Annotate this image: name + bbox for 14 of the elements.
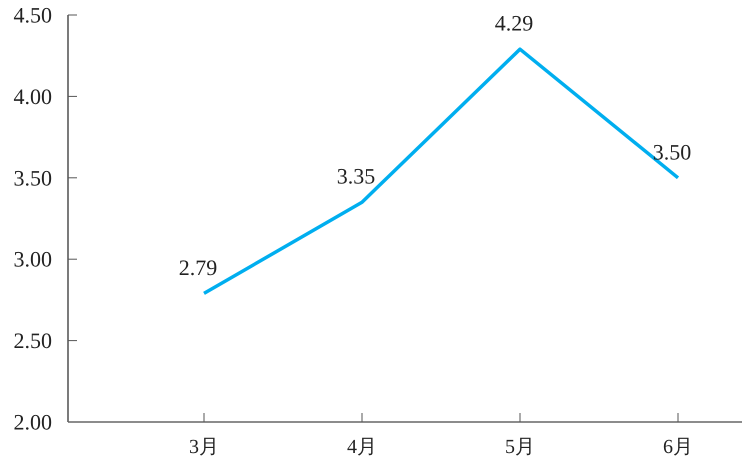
x-tick-label: 5月 (505, 436, 535, 458)
x-tick-label: 3月 (189, 436, 219, 458)
data-label: 4.29 (494, 10, 534, 36)
x-tick-label: 4月 (347, 436, 377, 458)
data-label: 3.35 (336, 164, 376, 189)
y-tick-label: 2.00 (14, 410, 52, 434)
y-tick-label: 2.50 (14, 328, 52, 354)
data-label: 3.50 (652, 139, 692, 164)
data-label: 2.79 (178, 254, 218, 280)
y-tick-label: 4.00 (14, 84, 52, 109)
x-tick-label: 6月 (663, 436, 693, 458)
y-tick-label: 3.50 (14, 165, 52, 190)
y-tick-label: 3.00 (14, 246, 52, 272)
y-tick-label: 4.50 (14, 2, 52, 28)
